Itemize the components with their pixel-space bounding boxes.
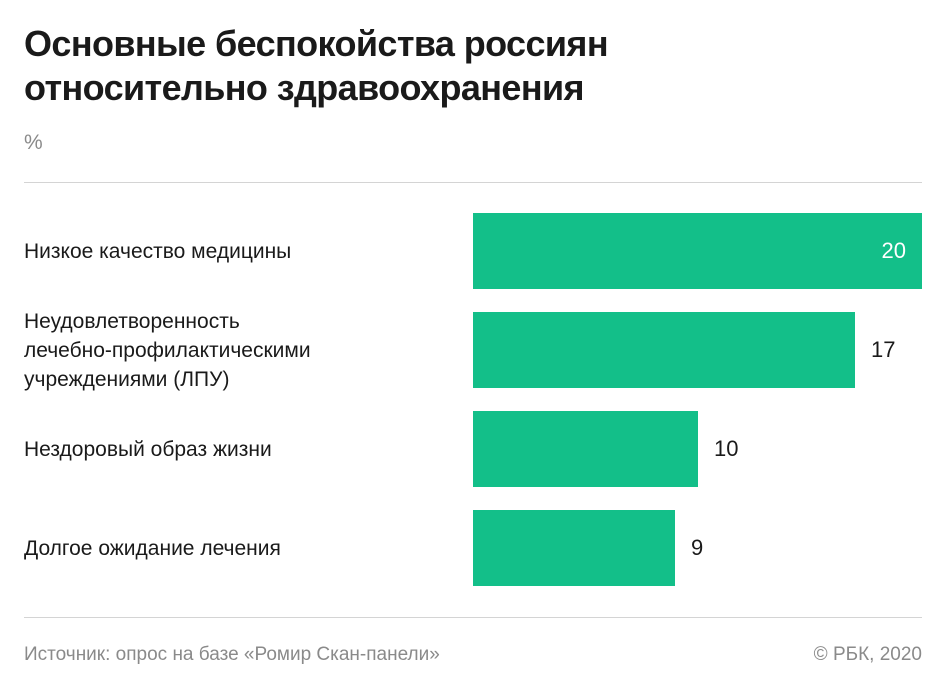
category-label: Неудовлетворенность лечебно-профилактичес…	[24, 307, 444, 394]
bar-value-label: 10	[714, 436, 739, 461]
bar	[473, 312, 855, 388]
category-label: Нездоровый образ жизни	[24, 435, 444, 464]
source-note: Источник: опрос на базе «Ромир Скан-пане…	[24, 644, 440, 665]
category-label-line: Низкое качество медицины	[24, 240, 292, 263]
bar	[473, 411, 698, 487]
category-label: Низкое качество медицины	[24, 237, 444, 266]
chart-title-line-1: Основные беспокойства россиян	[24, 23, 609, 64]
chart-title-line-2: относительно здравоохранения	[24, 67, 585, 108]
category-label: Долгое ожидание лечения	[24, 534, 444, 563]
category-label-line: лечебно-профилактическими	[24, 339, 311, 362]
bottom-divider	[24, 617, 922, 618]
copyright-note: © РБК, 2020	[813, 644, 922, 665]
category-label-line: Неудовлетворенность	[24, 310, 240, 333]
bar	[473, 510, 675, 586]
top-divider	[24, 182, 922, 183]
bar-value-label: 20	[881, 238, 906, 263]
bar-value-label: 17	[871, 337, 896, 362]
bar-value-label: 9	[691, 535, 704, 560]
category-label-line: Нездоровый образ жизни	[24, 438, 272, 461]
category-label-line: Долгое ожидание лечения	[24, 537, 281, 560]
unit-label: %	[24, 131, 43, 154]
bar	[473, 213, 922, 289]
category-label-line: учреждениями (ЛПУ)	[24, 368, 230, 391]
chart-title: Основные беспокойства россиян относитель…	[24, 22, 904, 110]
